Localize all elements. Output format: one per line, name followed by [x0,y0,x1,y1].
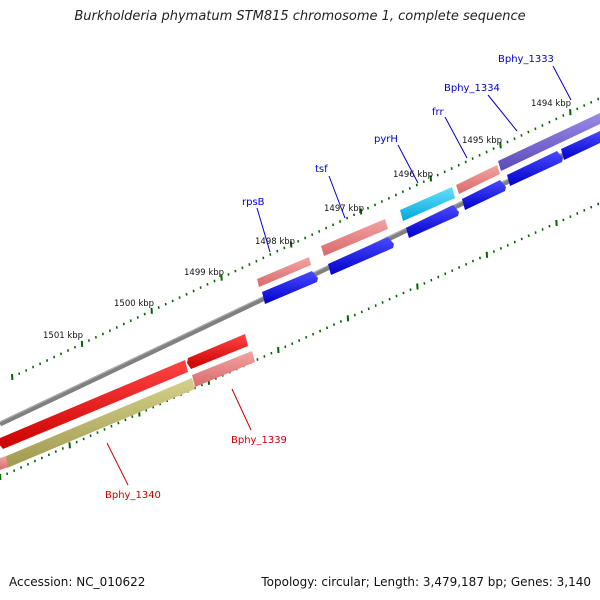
gene-label-bphy1334[interactable]: Bphy_1334 [444,83,500,94]
tick-label-1497: 1497 kbp [324,204,364,214]
callout-line-frr [444,116,468,159]
callout-line-bphy1333 [552,65,572,101]
callout-line-rpsB [256,207,271,253]
gene-arrow-bphy1333[interactable] [561,131,600,160]
forward-strand-lower-track [262,131,600,304]
gene-block-frr-upper[interactable] [456,165,500,194]
gene-label-bphy1340[interactable]: Bphy_1340 [105,490,161,501]
gene-labels: Bphy_1333 Bphy_1334 frr pyrH tsf rpsB Bp… [105,54,554,501]
genome-summary-text: Topology: circular; Length: 3,479,187 bp… [261,575,591,589]
tick-label-1498: 1498 kbp [255,237,295,247]
tick-labels: 1494 kbp 1495 kbp 1496 kbp 1497 kbp 1498… [43,99,571,341]
map-title: Burkholderia phymatum STM815 chromosome … [74,9,526,24]
gene-arrow-bphy1334[interactable] [507,151,563,186]
tick-label-1496: 1496 kbp [393,170,433,180]
tick-label-1499: 1499 kbp [184,268,224,278]
gene-block-tsf-upper[interactable] [321,219,388,256]
gene-block-bphy1339-lower[interactable] [192,351,255,387]
accession-text: Accession: NC_010622 [9,575,146,589]
gene-arrow-pyrH[interactable] [406,205,459,238]
tick-label-1494: 1494 kbp [531,99,571,109]
gene-block-rpsB-upper[interactable] [257,257,311,287]
gene-block-edge-pink[interactable] [0,456,8,470]
gene-label-tsf[interactable]: tsf [315,164,328,175]
gene-arrow-frr[interactable] [462,180,506,210]
tick-label-1495: 1495 kbp [462,136,502,146]
gene-label-bphy1339[interactable]: Bphy_1339 [231,435,287,446]
callout-line-bphy1340 [106,442,129,486]
reverse-strand-track [0,334,255,470]
gene-arrow-bphy1340[interactable] [0,360,188,449]
gene-block-pyrH-upper[interactable] [400,187,455,221]
callout-line-pyrH [397,144,419,184]
callout-line-bphy1339 [231,388,252,431]
gene-arrow-tsf[interactable] [328,237,394,275]
gene-block-bphy1340-lower[interactable] [4,378,195,468]
gene-arrow-rpsB[interactable] [262,271,318,304]
gene-label-rpsB[interactable]: rpsB [242,197,265,208]
forward-strand-upper-track [257,113,600,287]
callout-line-bphy1334 [487,94,518,132]
gene-block-bphy1333-upper[interactable] [498,113,600,171]
gene-arrow-bphy1339[interactable] [187,334,248,369]
callout-line-tsf [328,175,346,219]
outer-tick-ring [11,97,600,381]
gene-label-bphy1333[interactable]: Bphy_1333 [498,54,554,65]
callout-lines [106,65,572,486]
tick-label-1500: 1500 kbp [114,299,154,309]
tick-label-1501: 1501 kbp [43,331,83,341]
gene-label-pyrH[interactable]: pyrH [374,134,398,145]
gene-label-frr[interactable]: frr [432,107,444,118]
